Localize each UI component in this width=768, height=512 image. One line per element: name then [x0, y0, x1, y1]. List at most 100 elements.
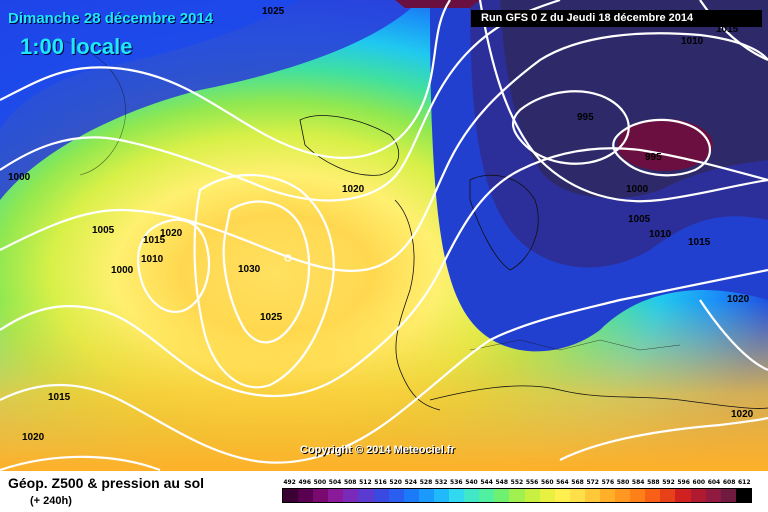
isobar-label: 1020 [342, 184, 365, 195]
scale-tick-label: 516 [374, 479, 387, 486]
scale-tick-label: 564 [556, 479, 569, 486]
scale-swatch [675, 489, 691, 502]
southern-warm-field [0, 300, 768, 471]
isobar-label: 1020 [160, 228, 183, 239]
isobar-label: 1000 [626, 184, 649, 195]
scale-tick-label: 592 [662, 479, 675, 486]
scale-tick-label: 512 [359, 479, 372, 486]
isobar-label: 1020 [22, 432, 45, 443]
isobar-label: 1010 [141, 254, 164, 265]
scale-swatch [569, 489, 585, 502]
southern-coast [429, 385, 768, 409]
greenland-outline [59, 39, 126, 176]
scale-tick-label: 568 [571, 479, 584, 486]
scale-tick-label: 552 [510, 479, 524, 486]
forecast-range: (+ 240h) [30, 495, 72, 507]
copyright-text: Copyright © 2014 Meteociel.fr [300, 444, 455, 456]
scale-tick-label: 548 [495, 479, 509, 486]
isobar-label: 1010 [649, 229, 672, 240]
scale-tick-label: 492 [283, 479, 296, 486]
iceland-outline [299, 115, 400, 176]
north-cold-inner [0, 0, 300, 130]
isobar-label: 1000 [8, 172, 31, 183]
isobar-label: 1015 [688, 237, 711, 248]
scale-tick-label: 536 [450, 479, 463, 486]
scale-swatch [554, 489, 570, 502]
scale-tick-label: 580 [616, 479, 630, 486]
top-magenta-strip [395, 0, 480, 8]
isobar-label: 1015 [48, 392, 71, 403]
high-center-marker [284, 254, 292, 262]
scale-swatch [645, 489, 661, 502]
scale-tick-label: 540 [465, 479, 478, 486]
forecast-date: Dimanche 28 décembre 2014 [8, 10, 214, 27]
scale-swatch [373, 489, 389, 502]
scale-swatch [479, 489, 495, 502]
isobar-label: 995 [577, 112, 594, 123]
isobar-label: 1015 [143, 235, 166, 246]
isobar-label: 1000 [111, 265, 134, 276]
scale-labels: 492 496 500 504 508 512 516 520 524 528 532 536 540 5… [282, 479, 752, 486]
scandinavia-outline [469, 174, 539, 271]
scale-swatch [313, 489, 329, 502]
scale-tick-label: 596 [677, 479, 690, 486]
scale-swatch [539, 489, 555, 502]
scale-swatch [328, 489, 344, 502]
scale-tick-label: 608 [722, 479, 736, 486]
legend-panel: Géop. Z500 & pression au sol (+ 240h) 49… [0, 471, 768, 512]
scale-tick-label: 524 [404, 479, 418, 486]
isobar-label-group: 1025 1010 1015 995 995 1020 1000 1005 10… [8, 6, 754, 443]
scale-swatch [298, 489, 314, 502]
scale-swatch [615, 489, 631, 502]
british-isles-outline [394, 199, 441, 411]
scale-swatch [283, 489, 299, 502]
scale-swatch [494, 489, 510, 502]
scale-swatch [358, 489, 374, 502]
scale-tick-label: 508 [343, 479, 357, 486]
map-svg: 1025 1010 1015 995 995 1020 1000 1005 10… [0, 0, 768, 471]
weather-map: 1025 1010 1015 995 995 1020 1000 1005 10… [0, 0, 768, 471]
scale-swatch [418, 489, 434, 502]
scale-swatch [599, 489, 616, 502]
scale-tick-label: 612 [738, 479, 751, 486]
isobar-label: 1020 [731, 409, 754, 420]
borders [469, 339, 681, 351]
scale-swatch [720, 489, 736, 502]
scale-tick-label: 504 [328, 479, 342, 486]
scale-tick-label: 520 [389, 479, 402, 486]
scale-swatch [403, 489, 419, 502]
scale-tick-label: 560 [540, 479, 554, 486]
isobar-label: 1005 [92, 225, 115, 236]
scale-swatch [343, 489, 359, 502]
scale-tick-label: 576 [601, 479, 615, 486]
isobars [0, 0, 768, 470]
scale-bar [282, 488, 752, 503]
scale-tick-label: 556 [525, 479, 539, 486]
scale-swatch [524, 489, 540, 502]
scale-tick-label: 496 [298, 479, 311, 486]
scale-swatch [433, 489, 450, 502]
scale-swatch [690, 489, 706, 502]
scale-tick-label: 572 [586, 479, 599, 486]
scale-tick-label: 588 [647, 479, 660, 486]
scale-tick-label: 584 [631, 479, 645, 486]
isobar-label: 995 [645, 152, 662, 163]
legend-title: Géop. Z500 & pression au sol [8, 475, 205, 491]
isobar-label: 1015 [716, 24, 739, 35]
isobar-label: 1030 [238, 264, 261, 275]
scale-tick-label: 600 [692, 479, 706, 486]
scale-tick-label: 500 [313, 479, 327, 486]
scale-swatch [735, 489, 751, 502]
forecast-local-time: 1:00 locale [20, 34, 133, 59]
isobar-label: 1025 [260, 312, 283, 323]
scale-tick-label: 544 [480, 479, 493, 486]
scale-swatch [464, 489, 480, 502]
isobar-label: 1020 [727, 294, 750, 305]
scale-tick-label: 528 [419, 479, 433, 486]
scale-swatch [388, 489, 404, 502]
scale-swatch [660, 489, 676, 502]
scale-tick-label: 604 [707, 479, 721, 486]
scale-tick-label: 532 [434, 479, 448, 486]
scale-swatch [584, 489, 600, 502]
isobar-label: 1010 [681, 36, 704, 47]
